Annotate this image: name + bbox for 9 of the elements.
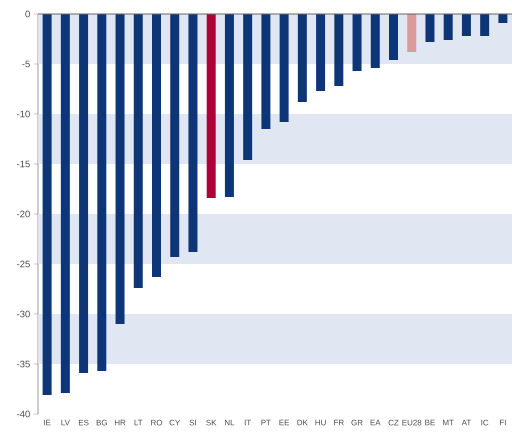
y-tick-label: 0 xyxy=(25,10,30,18)
y-tick-label: -35 xyxy=(16,360,30,368)
y-tick-label: -40 xyxy=(16,410,30,418)
y-tick-label: -25 xyxy=(16,260,30,268)
y-tick-label: -20 xyxy=(16,210,30,218)
y-tick-label: -30 xyxy=(16,310,30,318)
y-tick-label: -10 xyxy=(16,110,30,118)
y-tick-label: -5 xyxy=(22,60,30,68)
y-tick-label: -15 xyxy=(16,160,30,168)
